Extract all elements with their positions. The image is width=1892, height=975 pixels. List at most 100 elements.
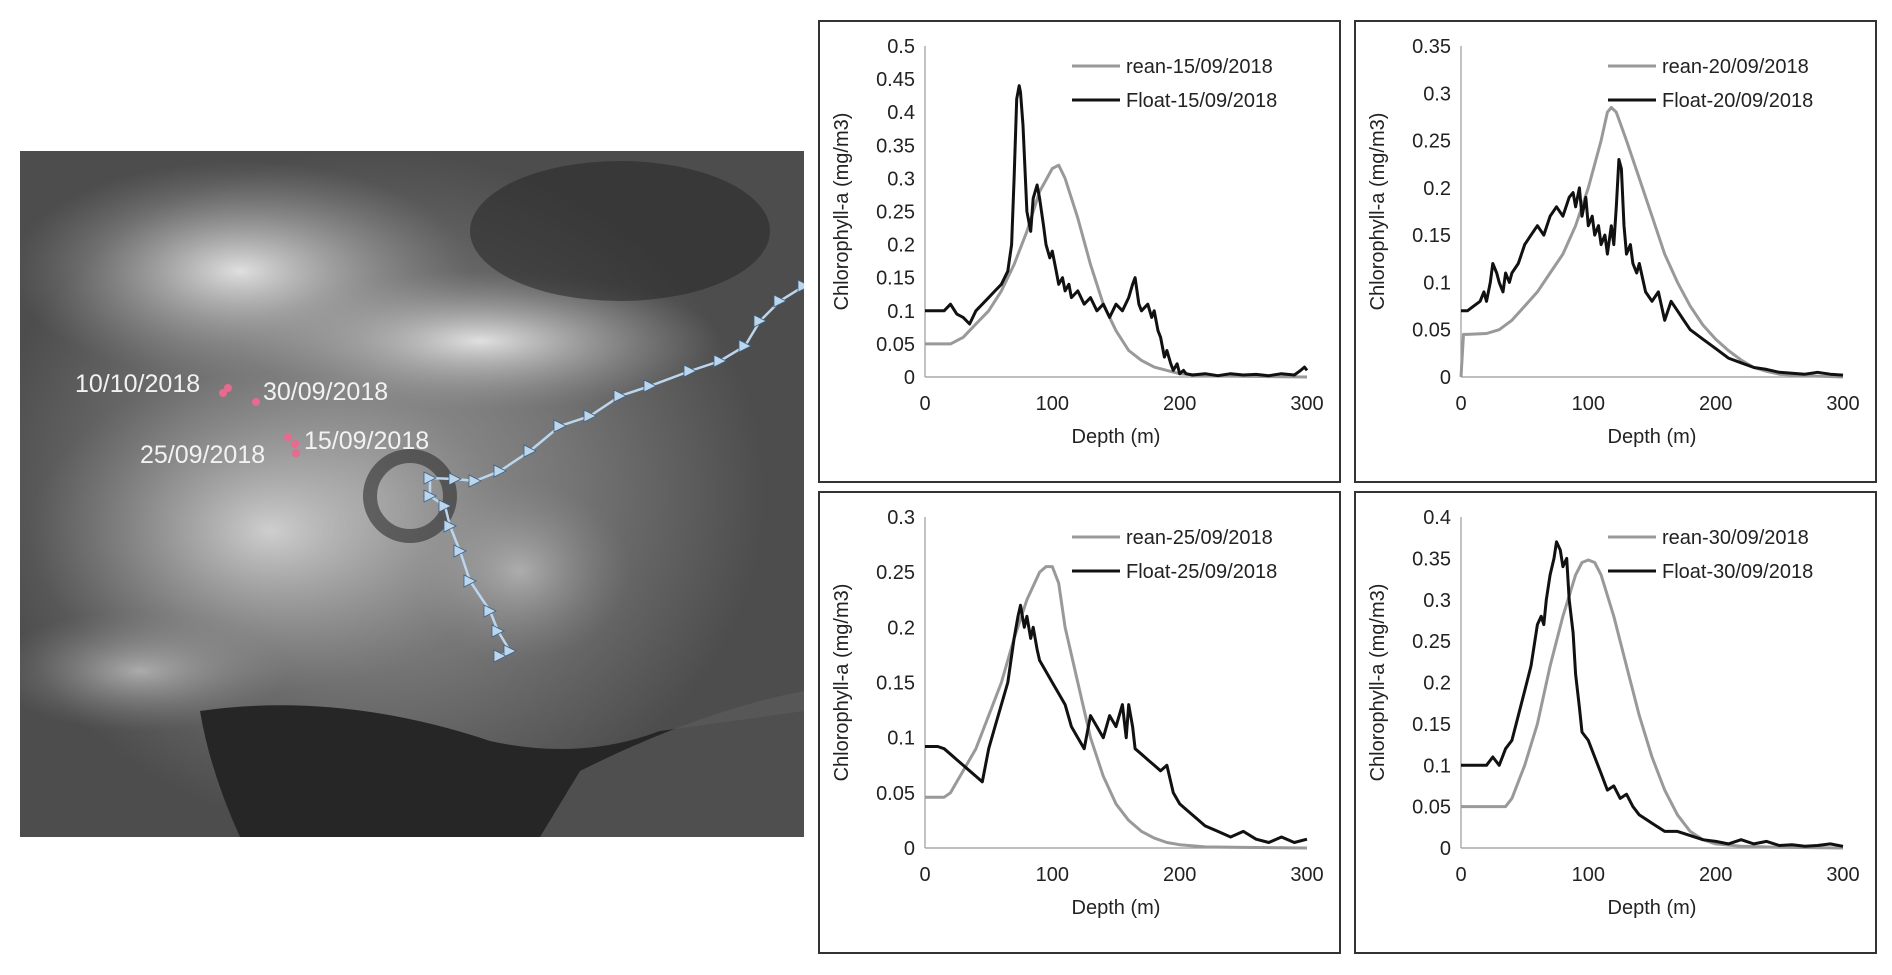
- track-marker: [713, 354, 727, 368]
- y-tick-label: 0.5: [887, 36, 915, 58]
- track-marker: [553, 419, 567, 433]
- x-axis-label: Depth (m): [1608, 426, 1697, 448]
- track-marker: [503, 644, 517, 658]
- track-marker: [683, 364, 697, 378]
- x-tick-label: 200: [1163, 393, 1196, 415]
- series-line-rean: [1461, 558, 1844, 850]
- x-tick-label: 300: [1826, 393, 1859, 415]
- y-tick-label: 0.2: [1423, 673, 1451, 695]
- track-marker: [493, 464, 507, 478]
- satellite-image: 10/10/2018 30/09/2018 25/09/2018 15/09/2…: [20, 151, 804, 837]
- track-marker: [443, 519, 457, 533]
- y-tick-label: 0.15: [1412, 225, 1451, 247]
- y-tick-label: 0.25: [1412, 631, 1451, 653]
- y-tick-label: 0.2: [1423, 178, 1451, 200]
- x-tick-label: 300: [1290, 864, 1323, 886]
- track-marker: [773, 294, 787, 308]
- y-tick-label: 0.4: [1423, 507, 1451, 529]
- y-axis-label: Chlorophyll-a (mg/m3): [1367, 113, 1389, 311]
- y-axis-label: Chlorophyll-a (mg/m3): [831, 113, 853, 311]
- x-axis-label: Depth (m): [1608, 897, 1697, 919]
- y-tick-label: 0.3: [1423, 83, 1451, 105]
- track-marker: [797, 279, 804, 293]
- chart-15-09: 0 0.05 0.1 0.15 0.2 0.25 0.3 0.35 0.4 0.45 0.5 0 100…: [831, 36, 1324, 448]
- y-tick-label: 0.45: [876, 69, 915, 91]
- series-line-rean: [925, 565, 1308, 850]
- x-tick-label: 200: [1699, 864, 1732, 886]
- track-marker: [453, 544, 467, 558]
- track-marker: [738, 339, 752, 353]
- date-marker-10-10: 10/10/2018: [75, 370, 232, 398]
- legend-label: rean-25/09/2018: [1126, 527, 1273, 549]
- x-tick-label: 100: [1572, 864, 1605, 886]
- y-tick-label: 0.35: [876, 135, 915, 157]
- x-tick-label: 0: [919, 393, 930, 415]
- y-tick-label: 0.25: [876, 202, 915, 224]
- y-tick-label: 0: [1440, 838, 1451, 860]
- chart-panel-20-09: 0 0.05 0.1 0.15 0.2 0.25 0.3 0.35 0 100 200 300 Dept…: [1354, 20, 1877, 483]
- series-line-float: [1461, 540, 1844, 848]
- x-tick-label: 200: [1699, 393, 1732, 415]
- date-label-10-10: 10/10/2018: [75, 370, 200, 398]
- track-marker: [448, 472, 462, 486]
- y-tick-label: 0.1: [1423, 755, 1451, 777]
- y-tick-label: 0.05: [876, 334, 915, 356]
- y-tick-label: 0.3: [1423, 590, 1451, 612]
- series-line-float: [925, 603, 1308, 844]
- y-tick-label: 0.1: [887, 728, 915, 750]
- x-tick-label: 200: [1163, 864, 1196, 886]
- series-line-float: [1461, 158, 1844, 377]
- x-axis-label: Depth (m): [1072, 426, 1161, 448]
- y-tick-label: 0.3: [887, 168, 915, 190]
- y-tick-label: 0.15: [1412, 714, 1451, 736]
- y-tick-label: 0.35: [1412, 548, 1451, 570]
- chart-panel-15-09: 0 0.05 0.1 0.15 0.2 0.25 0.3 0.35 0.4 0.45 0.5 0 100…: [818, 20, 1341, 483]
- y-tick-label: 0.05: [876, 783, 915, 805]
- x-tick-label: 0: [1455, 864, 1466, 886]
- track-marker: [753, 314, 767, 328]
- y-tick-label: 0.05: [1412, 320, 1451, 342]
- track-marker: [468, 474, 482, 488]
- x-axis-label: Depth (m): [1072, 897, 1161, 919]
- date-label-30-09: 30/09/2018: [263, 378, 388, 406]
- track-marker: [423, 471, 437, 485]
- chart-panel-25-09: 0 0.05 0.1 0.15 0.2 0.25 0.3 0 100 200 300 Depth (m…: [818, 491, 1341, 954]
- date-label-15-09: 15/09/2018: [304, 427, 429, 455]
- track-marker: [491, 624, 505, 638]
- chart-panel-30-09: 0 0.05 0.1 0.15 0.2 0.25 0.3 0.35 0.4 0 100 200 300 D…: [1354, 491, 1877, 954]
- float-track: [428, 284, 804, 658]
- float-track-markers: [423, 279, 804, 663]
- x-tick-label: 100: [1036, 393, 1069, 415]
- legend-label: rean-30/09/2018: [1662, 527, 1809, 549]
- legend-label: Float-30/09/2018: [1662, 561, 1813, 583]
- y-tick-label: 0.2: [887, 235, 915, 257]
- x-tick-label: 100: [1572, 393, 1605, 415]
- y-tick-label: 0.25: [876, 562, 915, 584]
- chart-25-09: 0 0.05 0.1 0.15 0.2 0.25 0.3 0 100 200 300 Depth (m…: [831, 507, 1324, 919]
- y-tick-label: 0: [904, 367, 915, 389]
- legend-label: Float-15/09/2018: [1126, 90, 1277, 112]
- legend-label: rean-15/09/2018: [1126, 56, 1273, 78]
- track-marker: [523, 444, 537, 458]
- date-marker-30-09: 30/09/2018: [252, 378, 388, 406]
- x-tick-label: 0: [1455, 393, 1466, 415]
- track-marker: [613, 389, 627, 403]
- date-marker-25-09: 25/09/2018: [140, 433, 300, 469]
- y-tick-label: 0.1: [1423, 272, 1451, 294]
- legend-label: rean-20/09/2018: [1662, 56, 1809, 78]
- y-tick-label: 0.1: [887, 301, 915, 323]
- series-line-rean: [925, 163, 1308, 379]
- track-marker: [438, 499, 452, 513]
- series-line-float: [925, 84, 1309, 378]
- x-tick-label: 300: [1290, 393, 1323, 415]
- track-marker: [423, 489, 437, 503]
- y-tick-label: 0.15: [876, 673, 915, 695]
- y-tick-label: 0: [904, 838, 915, 860]
- track-marker: [643, 379, 657, 393]
- chart-30-09: 0 0.05 0.1 0.15 0.2 0.25 0.3 0.35 0.4 0 100 200 300 D…: [1367, 507, 1860, 919]
- y-tick-label: 0.15: [876, 268, 915, 290]
- legend-label: Float-20/09/2018: [1662, 90, 1813, 112]
- y-tick-label: 0.05: [1412, 797, 1451, 819]
- chart-20-09: 0 0.05 0.1 0.15 0.2 0.25 0.3 0.35 0 100 200 300 Dept…: [1367, 36, 1860, 448]
- y-tick-label: 0.35: [1412, 36, 1451, 58]
